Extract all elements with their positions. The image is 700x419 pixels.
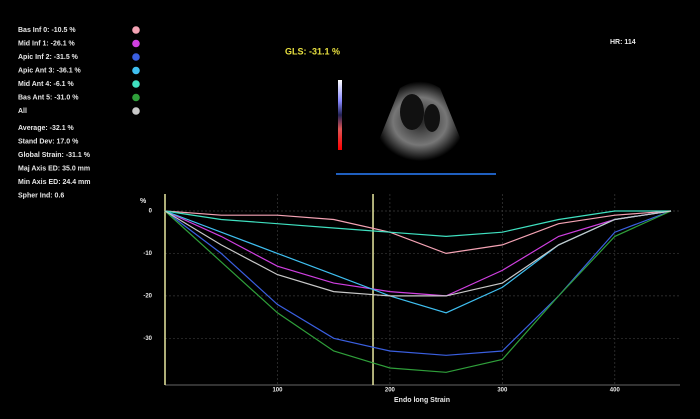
legend-label: Apic Ant 3: -36.1 %: [18, 67, 82, 74]
strain-curve: [164, 210, 672, 373]
legend-dot: [132, 93, 140, 102]
x-tick-label: 300: [497, 388, 508, 394]
strain-curve: [164, 210, 671, 238]
y-tick-label: 0: [149, 209, 153, 215]
y-tick-label: -20: [143, 293, 152, 299]
legend-dot: [132, 26, 140, 34]
echo-chamber: [400, 94, 424, 130]
x-tick-label: 100: [272, 388, 283, 394]
stat-label: Stand Dev: 17.0 %: [18, 138, 79, 145]
gls-label: GLS: -31.1 %: [285, 46, 340, 56]
stat-label: Average: -32.1 %: [18, 125, 75, 132]
x-tick-label: 400: [610, 388, 621, 394]
echo-image: [336, 80, 496, 175]
stat-label: Min Axis ED: 24.4 mm: [18, 179, 91, 186]
legend-dot: [132, 107, 140, 115]
stat-label: Maj Axis ED: 35.0 mm: [18, 165, 90, 172]
legend-label: Bas Ant 5: -31.0 %: [18, 94, 79, 101]
echo-chamber: [424, 104, 440, 132]
timeline-bar: [336, 173, 496, 175]
legend-label: Mid Ant 4: -6.1 %: [18, 81, 75, 88]
x-tick-label: 200: [385, 388, 396, 394]
color-bar: [338, 80, 342, 150]
y-unit: %: [140, 198, 147, 205]
strain-curve: [164, 210, 672, 255]
legend-label: Apic Inf 2: -31.5 %: [18, 54, 79, 61]
strain-curve: [164, 210, 672, 297]
legend-label: Bas Inf 0: -10.5 %: [18, 27, 76, 34]
x-axis-title: Endo long Strain: [394, 397, 450, 404]
legend-label: All: [18, 108, 27, 115]
stat-label: Global Strain: -31.1 %: [18, 152, 91, 159]
y-tick-label: -30: [143, 336, 152, 342]
heart-rate: HR: 114: [610, 39, 636, 46]
strain-curve: [164, 210, 672, 356]
strain-curve: [164, 210, 672, 297]
legend-label: Mid Inf 1: -26.1 %: [18, 40, 76, 47]
legend-dot: [132, 80, 140, 88]
stat-label: Spher Ind: 0.6: [18, 192, 64, 199]
legend-dot: [132, 66, 140, 75]
legend-dot: [132, 39, 140, 48]
y-tick-label: -10: [143, 251, 152, 257]
legend-dot: [132, 53, 140, 61]
